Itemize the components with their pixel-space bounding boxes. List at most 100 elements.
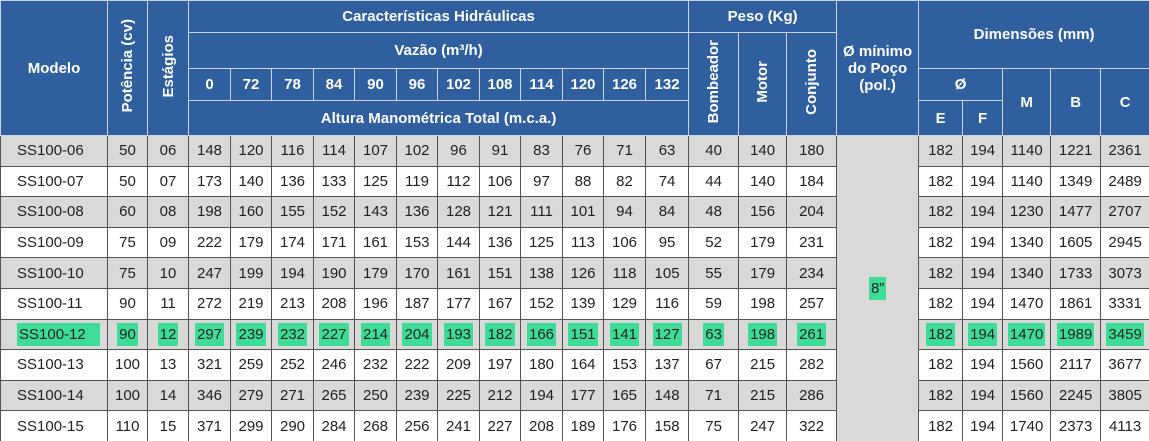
table-cell: 219 [230,287,272,320]
table-cell: 110 [107,410,148,441]
table-cell: SS100-08 [0,196,108,228]
table-cell: 10 [147,257,189,289]
header-cell: Conjunto [786,32,838,136]
table-cell: 75 [107,226,148,259]
table-cell: 193 [437,318,480,351]
header-cell: F [962,100,1004,136]
table-cell: 138 [520,257,563,289]
table-cell: 297 [188,318,231,351]
table-cell: 63 [644,135,690,167]
flow-header: 126 [603,68,646,101]
table-cell: 176 [603,410,646,441]
table-cell: 88 [562,165,604,198]
table-cell: 94 [603,196,646,228]
table-cell: 143 [354,196,397,228]
table-cell: 167 [479,287,521,320]
table-cell: 107 [354,135,397,167]
table-cell: 194 [520,379,563,412]
table-cell: 250 [354,379,397,412]
table-cell: 198 [738,318,788,351]
table-cell: 129 [603,287,646,320]
highlighted-value: SS100-12 [17,322,100,346]
header-cell: Peso (Kg) [688,0,838,33]
table-cell: 271 [271,379,314,412]
table-cell: 257 [786,287,838,320]
table-cell: 241 [437,410,480,441]
highlighted-value: 63 [703,322,724,346]
highlighted-value: 90 [117,322,138,346]
table-cell: 182 [918,196,964,228]
highlighted-value: 297 [194,322,225,346]
table-cell: 182 [479,318,521,351]
table-cell: 225 [437,379,480,412]
table-cell: 179 [354,257,397,289]
table-cell: 170 [396,257,438,289]
header-cell: M [1002,68,1052,136]
table-cell: 102 [396,135,438,167]
flow-header: 78 [271,68,314,101]
table-cell: 182 [918,287,964,320]
table-cell: 3331 [1100,287,1149,320]
table-cell: 232 [271,318,314,351]
table-cell: 1470 [1002,318,1052,351]
table-cell: 234 [786,257,838,289]
table-cell: 286 [786,379,838,412]
header-cell: Dimensões (mm) [918,0,1149,69]
table-cell: 198 [738,287,788,320]
table-cell: 08 [147,196,189,228]
table-cell: 322 [786,410,838,441]
highlighted-value: 198 [748,322,778,346]
header-cell: Motor [738,32,788,136]
table-cell: 106 [603,226,646,259]
table-cell: 182 [918,165,964,198]
table-cell: 208 [520,410,563,441]
table-cell: 190 [313,257,355,289]
poco-value: 8” [868,276,887,300]
table-cell: 83 [520,135,563,167]
table-cell: 165 [603,379,646,412]
table-row: SS100-06 50 06 148 120 116 114 107 102 96 91 83 76 71… [0,135,1149,441]
table-row: SS100-12 90 12 297 239 232 227 214 204 193 182 166 1… [0,318,1149,351]
table-cell: 173 [188,165,231,198]
table-cell: 194 [962,318,1004,351]
table-cell: 155 [271,196,314,228]
table-cell: 152 [520,287,563,320]
table-cell: 161 [354,226,397,259]
table-cell: 272 [188,287,231,320]
table-cell: 194 [962,379,1004,412]
table-cell: 148 [644,379,690,412]
highlighted-value: 261 [797,322,827,346]
table-cell: 90 [107,318,148,351]
table-cell: 182 [918,257,964,289]
header-cell: Altura Manométrica Total (m.c.a.) [187,100,690,136]
table-cell: 209 [437,349,480,381]
table-cell: 246 [313,349,355,381]
table-cell: 371 [188,410,231,441]
poco-cell: 8” [836,135,920,441]
table-cell: 184 [786,165,838,198]
table-cell: 11 [147,287,189,320]
table-cell: 1349 [1050,165,1102,198]
table-cell: SS100-15 [0,410,108,441]
flow-header: 108 [479,68,521,101]
highlighted-value: 141 [609,322,640,346]
table-cell: 1140 [1002,135,1052,167]
table-cell: 290 [271,410,314,441]
table-cell: 1560 [1002,349,1052,381]
table-cell: 40 [688,135,740,167]
highlighted-value: 3459 [1106,322,1144,346]
table-cell: 100 [107,379,148,412]
table-cell: 187 [396,287,438,320]
table-header: Modelo Potência (cv) Estágios Caracterís… [0,0,1149,136]
table-cell: 227 [479,410,521,441]
table-cell: SS100-11 [0,287,108,320]
table-cell: 4113 [1100,410,1149,441]
table-cell: 179 [738,257,788,289]
table-cell: 265 [313,379,355,412]
table-cell: 174 [271,226,314,259]
table-cell: 48 [688,196,740,228]
table-cell: 2945 [1100,226,1149,259]
flow-header: 72 [230,68,272,101]
flow-header: 102 [437,68,480,101]
